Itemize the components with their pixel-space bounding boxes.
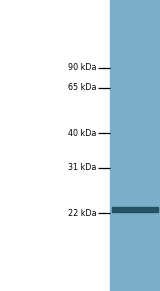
Text: 65 kDa: 65 kDa	[68, 84, 96, 93]
Text: 90 kDa: 90 kDa	[68, 63, 96, 72]
Bar	[110, 0, 160, 291]
Text: 31 kDa: 31 kDa	[68, 164, 96, 173]
Text: 22 kDa: 22 kDa	[68, 208, 96, 217]
Bar	[112, 207, 158, 212]
Text: 40 kDa: 40 kDa	[68, 129, 96, 138]
